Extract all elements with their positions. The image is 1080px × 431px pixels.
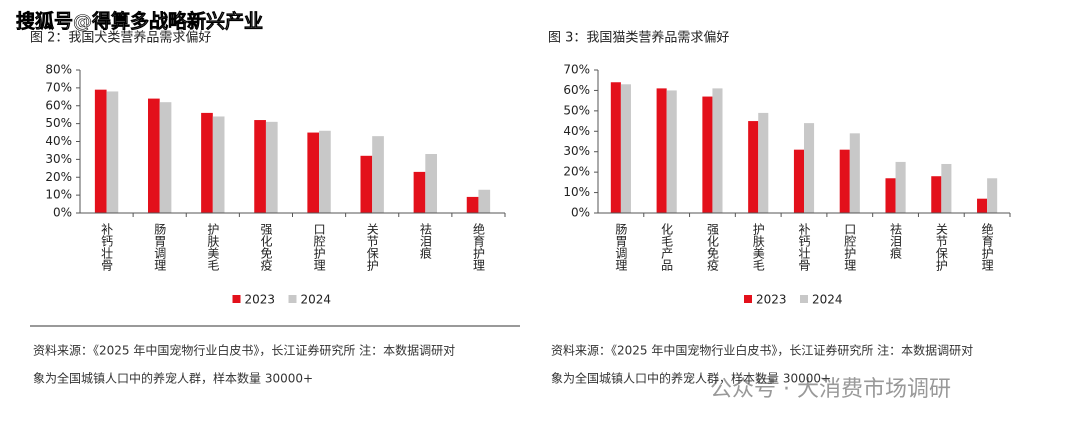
source-note: 象为全国城镇人口中的养宠人群，样本数量 30000+ xyxy=(551,371,831,386)
bar xyxy=(265,121,278,213)
bar xyxy=(254,120,266,213)
legend-swatch xyxy=(800,295,808,303)
y-tick-label: 50% xyxy=(45,116,72,130)
y-tick-label: 70% xyxy=(563,63,590,77)
x-tick-label: 强化免疫 xyxy=(259,223,273,271)
y-tick-label: 40% xyxy=(45,134,72,148)
chart-title: 图 3：我国猫类营养品需求偏好 xyxy=(548,30,729,46)
y-tick-label: 60% xyxy=(563,83,590,97)
bar xyxy=(360,155,373,213)
bar xyxy=(148,98,160,213)
bar xyxy=(201,112,213,213)
x-tick-label: 绝育护理 xyxy=(980,222,994,271)
bar xyxy=(839,149,850,213)
y-tick-label: 0% xyxy=(53,206,72,220)
x-tick-label: 护肤美毛 xyxy=(206,223,220,271)
bar xyxy=(307,132,320,213)
x-tick-label: 口腔护理 xyxy=(312,223,326,271)
x-tick-label: 关节保护 xyxy=(365,223,379,271)
bar xyxy=(425,154,437,213)
y-tick-label: 40% xyxy=(563,124,590,138)
y-tick-label: 70% xyxy=(45,80,72,94)
bar xyxy=(987,178,998,213)
bar xyxy=(748,121,759,213)
legend-label: 2023 xyxy=(756,293,787,307)
bar xyxy=(758,112,769,213)
bar xyxy=(372,136,384,213)
x-tick-label: 口腔护理 xyxy=(843,223,857,271)
legend-swatch xyxy=(232,295,241,303)
x-tick-label: 化毛产品 xyxy=(660,223,674,271)
x-tick-label: 护肤美毛 xyxy=(751,223,765,271)
bar xyxy=(413,171,426,213)
bar xyxy=(931,176,942,213)
y-tick-label: 0% xyxy=(571,206,590,220)
y-tick-label: 60% xyxy=(45,98,72,112)
chart-title: 图 2：我国犬类营养品需求偏好 xyxy=(30,30,211,46)
bar xyxy=(941,163,952,213)
legend-label: 2023 xyxy=(245,293,276,307)
bar xyxy=(319,130,331,213)
watermark: 公众号 · 大消费市场调研 xyxy=(710,377,951,402)
y-tick-label: 50% xyxy=(563,103,590,117)
y-tick-label: 10% xyxy=(563,185,590,199)
bar xyxy=(159,102,172,213)
bar xyxy=(94,89,107,213)
bar xyxy=(895,161,906,213)
bar xyxy=(106,91,119,213)
source-note: 象为全国城镇人口中的养宠人群，样本数量 30000+ xyxy=(33,371,313,386)
bar xyxy=(212,116,225,213)
y-tick-label: 80% xyxy=(45,63,72,77)
bar xyxy=(610,82,621,213)
source-note: 资料来源：《2025 年中国宠物行业白皮书》，长江证券研究所 注：本数据调研对 xyxy=(33,343,455,358)
y-tick-label: 20% xyxy=(45,170,72,184)
x-tick-label: 肠胃调理 xyxy=(614,223,628,271)
bar xyxy=(885,178,896,213)
bar xyxy=(702,96,713,213)
legend-label: 2024 xyxy=(301,293,332,307)
watermark: 搜狐号@得算多战略新兴产业 xyxy=(16,10,263,33)
x-tick-label: 强化免疫 xyxy=(705,223,719,271)
bar xyxy=(849,133,860,213)
legend-swatch xyxy=(288,295,297,303)
bar xyxy=(466,196,479,213)
x-tick-label: 祛泪痕 xyxy=(418,223,432,260)
x-tick-label: 肠胃调理 xyxy=(153,223,167,271)
bar xyxy=(712,88,723,213)
x-tick-label: 关节保护 xyxy=(934,223,948,271)
bar xyxy=(804,123,815,213)
bar xyxy=(478,189,491,213)
x-tick-label: 祛泪痕 xyxy=(889,223,903,260)
bar xyxy=(620,84,631,213)
y-tick-label: 30% xyxy=(563,144,590,158)
bar xyxy=(793,149,804,213)
bar xyxy=(666,90,677,213)
y-tick-label: 10% xyxy=(45,188,72,202)
x-tick-label: 补钙壮骨 xyxy=(100,223,114,271)
y-tick-label: 30% xyxy=(45,152,72,166)
x-tick-label: 绝育护理 xyxy=(471,222,485,271)
bar xyxy=(977,198,988,213)
bar xyxy=(656,88,667,213)
x-tick-label: 补钙壮骨 xyxy=(797,223,811,271)
legend-swatch xyxy=(744,295,752,303)
source-note: 资料来源：《2025 年中国宠物行业白皮书》，长江证券研究所 注：本数据调研对 xyxy=(551,343,973,358)
y-tick-label: 20% xyxy=(563,165,590,179)
legend-label: 2024 xyxy=(812,293,843,307)
